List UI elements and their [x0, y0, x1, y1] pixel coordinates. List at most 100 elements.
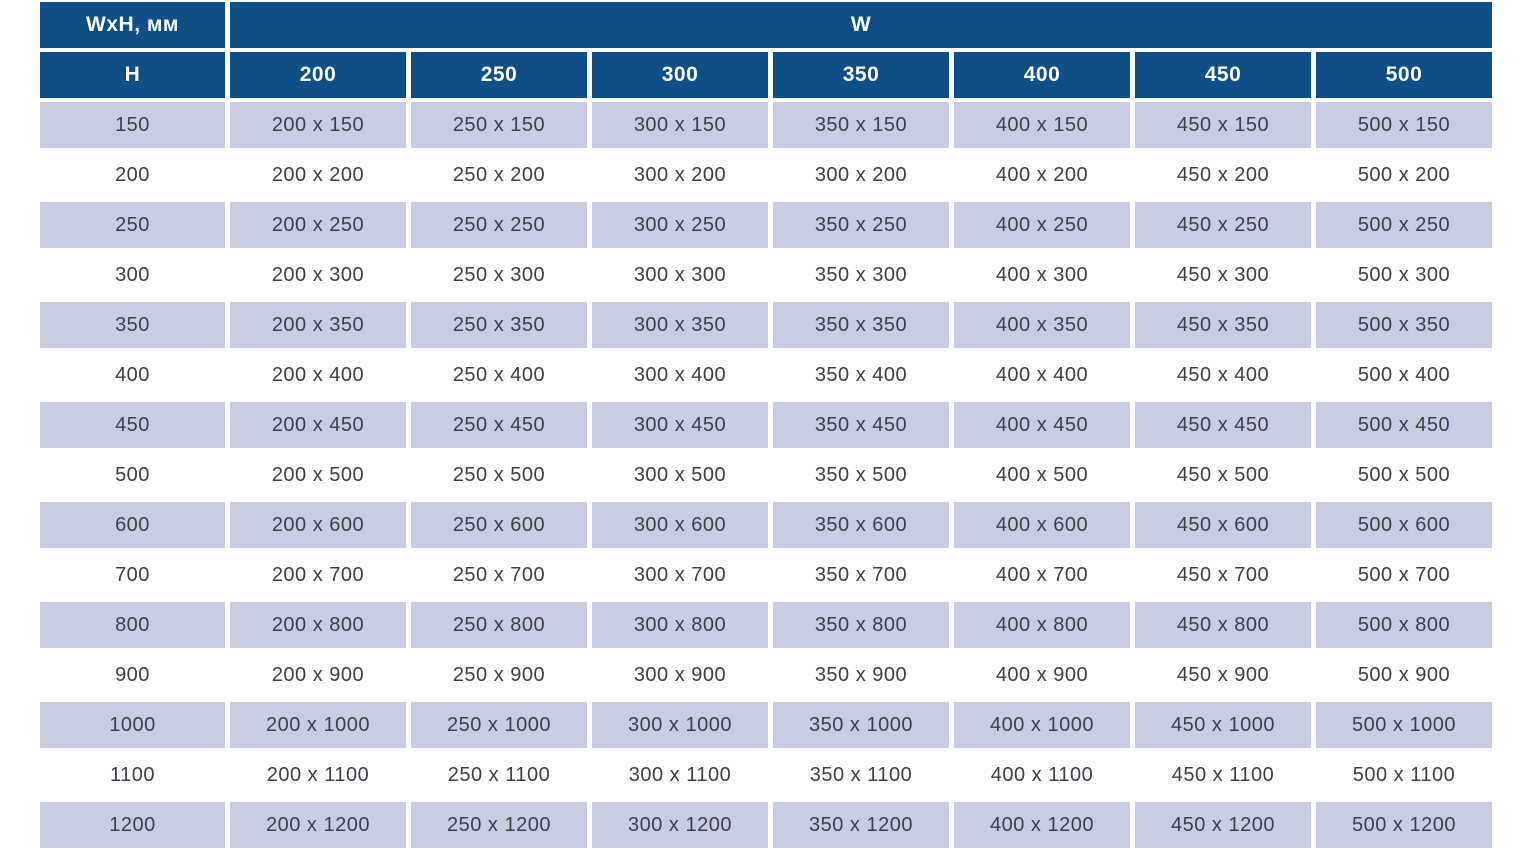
table-row: 1000 200 x 1000 250 x 1000 300 x 1000 350 x … [40, 702, 1492, 748]
size-cell: 300 x 500 [592, 452, 768, 498]
table-body: 150 200 x 150 250 x 150 300 x 150 350 x 150 4… [40, 102, 1492, 848]
size-cell: 200 x 400 [230, 352, 406, 398]
size-cell: 450 x 400 [1135, 352, 1311, 398]
size-cell: 350 x 300 [773, 252, 949, 298]
size-cell: 300 x 800 [592, 602, 768, 648]
size-cell: 250 x 1000 [411, 702, 587, 748]
column-header-200: 200 [230, 52, 406, 98]
size-cell: 450 x 1100 [1135, 752, 1311, 798]
column-header-500: 500 [1316, 52, 1492, 98]
w-group-header-cell: W [230, 2, 1492, 48]
size-cell: 200 x 1100 [230, 752, 406, 798]
size-cell: 350 x 450 [773, 402, 949, 448]
size-cell: 500 x 350 [1316, 302, 1492, 348]
size-cell: 200 x 250 [230, 202, 406, 248]
size-cell: 450 x 800 [1135, 602, 1311, 648]
row-header-cell: 1000 [40, 702, 225, 748]
size-cell: 500 x 1100 [1316, 752, 1492, 798]
row-header-cell: 200 [40, 152, 225, 198]
table-row: 600 200 x 600 250 x 600 300 x 600 350 x 600 4… [40, 502, 1492, 548]
size-cell: 450 x 250 [1135, 202, 1311, 248]
size-cell: 200 x 1000 [230, 702, 406, 748]
row-header-cell: 900 [40, 652, 225, 698]
size-cell: 500 x 1200 [1316, 802, 1492, 848]
size-cell: 200 x 700 [230, 552, 406, 598]
size-cell: 350 x 400 [773, 352, 949, 398]
size-cell: 400 x 250 [954, 202, 1130, 248]
table-row: 300 200 x 300 250 x 300 300 x 300 350 x 300 4… [40, 252, 1492, 298]
size-cell: 400 x 800 [954, 602, 1130, 648]
size-cell: 400 x 400 [954, 352, 1130, 398]
size-cell: 450 x 300 [1135, 252, 1311, 298]
size-cell: 250 x 250 [411, 202, 587, 248]
size-cell: 500 x 200 [1316, 152, 1492, 198]
size-cell: 250 x 900 [411, 652, 587, 698]
size-cell: 450 x 150 [1135, 102, 1311, 148]
corner-header-cell: WxH, мм [40, 2, 225, 48]
size-cell: 400 x 900 [954, 652, 1130, 698]
table-row: 200 200 x 200 250 x 200 300 x 200 300 x 200 4… [40, 152, 1492, 198]
size-cell: 300 x 450 [592, 402, 768, 448]
size-cell: 350 x 600 [773, 502, 949, 548]
size-cell: 300 x 600 [592, 502, 768, 548]
size-cell: 400 x 300 [954, 252, 1130, 298]
size-cell: 350 x 1200 [773, 802, 949, 848]
row-header-cell: 450 [40, 402, 225, 448]
size-cell: 400 x 150 [954, 102, 1130, 148]
size-cell: 300 x 1100 [592, 752, 768, 798]
size-cell: 450 x 450 [1135, 402, 1311, 448]
size-cell: 350 x 700 [773, 552, 949, 598]
size-cell: 450 x 700 [1135, 552, 1311, 598]
size-cell: 250 x 700 [411, 552, 587, 598]
column-header-250: 250 [411, 52, 587, 98]
size-cell: 200 x 350 [230, 302, 406, 348]
h-header-cell: H [40, 52, 225, 98]
table-row: 150 200 x 150 250 x 150 300 x 150 350 x 150 4… [40, 102, 1492, 148]
size-cell: 500 x 900 [1316, 652, 1492, 698]
size-cell: 200 x 600 [230, 502, 406, 548]
size-cell: 200 x 150 [230, 102, 406, 148]
row-header-cell: 300 [40, 252, 225, 298]
size-cell: 250 x 400 [411, 352, 587, 398]
header-row-group: WxH, мм W [40, 2, 1492, 48]
size-cell: 250 x 1100 [411, 752, 587, 798]
size-cell: 250 x 200 [411, 152, 587, 198]
size-cell: 400 x 700 [954, 552, 1130, 598]
size-cell: 350 x 1100 [773, 752, 949, 798]
size-cell: 250 x 300 [411, 252, 587, 298]
column-header-350: 350 [773, 52, 949, 98]
size-cell: 250 x 500 [411, 452, 587, 498]
size-cell: 500 x 300 [1316, 252, 1492, 298]
table-row: 700 200 x 700 250 x 700 300 x 700 350 x 700 4… [40, 552, 1492, 598]
size-cell: 500 x 1000 [1316, 702, 1492, 748]
size-cell: 300 x 400 [592, 352, 768, 398]
size-cell: 200 x 200 [230, 152, 406, 198]
size-cell: 250 x 150 [411, 102, 587, 148]
size-cell: 250 x 800 [411, 602, 587, 648]
size-cell: 400 x 350 [954, 302, 1130, 348]
table-row: 1200 200 x 1200 250 x 1200 300 x 1200 350 x … [40, 802, 1492, 848]
size-cell: 200 x 500 [230, 452, 406, 498]
row-header-cell: 350 [40, 302, 225, 348]
column-header-400: 400 [954, 52, 1130, 98]
size-cell: 500 x 450 [1316, 402, 1492, 448]
size-cell: 350 x 900 [773, 652, 949, 698]
size-cell: 450 x 600 [1135, 502, 1311, 548]
size-cell: 500 x 400 [1316, 352, 1492, 398]
size-cell: 200 x 800 [230, 602, 406, 648]
size-cell: 350 x 500 [773, 452, 949, 498]
table-row: 900 200 x 900 250 x 900 300 x 900 350 x 900 4… [40, 652, 1492, 698]
size-cell: 500 x 500 [1316, 452, 1492, 498]
size-cell: 450 x 200 [1135, 152, 1311, 198]
size-cell: 300 x 200 [773, 152, 949, 198]
size-cell: 300 x 250 [592, 202, 768, 248]
size-matrix-table: WxH, мм W H 200 250 300 350 400 450 500 … [35, 0, 1497, 852]
table-row: 500 200 x 500 250 x 500 300 x 500 350 x 500 4… [40, 452, 1492, 498]
size-cell: 350 x 1000 [773, 702, 949, 748]
size-cell: 450 x 900 [1135, 652, 1311, 698]
row-header-cell: 150 [40, 102, 225, 148]
size-cell: 450 x 1000 [1135, 702, 1311, 748]
size-cell: 300 x 700 [592, 552, 768, 598]
size-cell: 400 x 1200 [954, 802, 1130, 848]
row-header-cell: 1200 [40, 802, 225, 848]
